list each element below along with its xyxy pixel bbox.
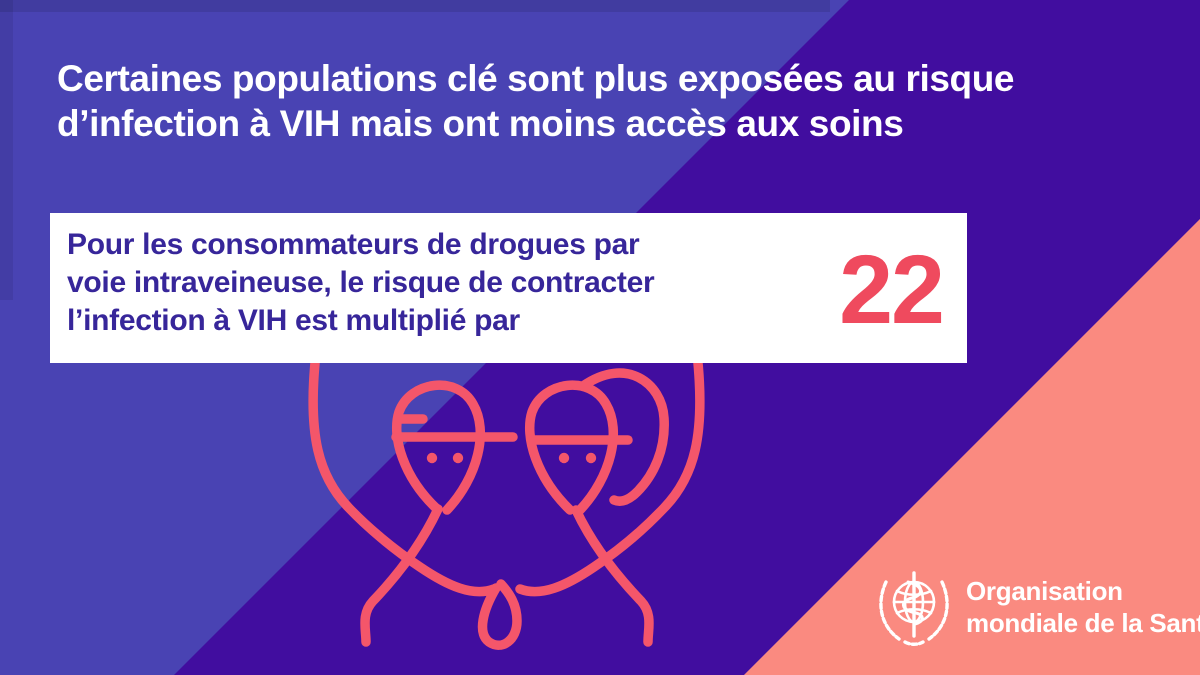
- left-head-line: [391, 380, 486, 515]
- wreath-bottom: [903, 640, 925, 646]
- headline-line-1: Certaines populations clé sont plus expo…: [57, 58, 1015, 99]
- stat-text-line-1: Pour les consommateurs de drogues par: [67, 228, 640, 261]
- left-eye-left: [426, 452, 438, 464]
- center-loop-line: [477, 579, 522, 650]
- headline: Certaines populations clé sont plus expo…: [57, 56, 1177, 146]
- background-salmon-triangle: [744, 219, 1200, 675]
- top-edge-shade: [0, 0, 830, 12]
- who-emblem-icon: [879, 571, 949, 646]
- left-edge-shade: [0, 0, 13, 300]
- stat-box: Pour les consommateurs de drogues par vo…: [50, 213, 967, 363]
- wreath-left: [879, 580, 901, 641]
- who-logo-line-1: Organisation: [966, 576, 1123, 606]
- who-logo: Organisation mondiale de la Santé: [872, 566, 1200, 650]
- left-eye-right: [452, 452, 464, 464]
- wreath-right: [927, 580, 949, 641]
- right-eye-left: [558, 452, 570, 464]
- left-arm-line: [308, 348, 499, 597]
- left-body-line: [360, 504, 443, 647]
- who-logo-text: Organisation mondiale de la Santé: [966, 575, 1200, 639]
- right-arm-line: [515, 348, 705, 597]
- headline-line-2: d’infection à VIH mais ont moins accès a…: [57, 103, 904, 144]
- right-eye-right: [585, 452, 597, 464]
- right-head-line: [524, 380, 619, 515]
- ponytail-line: [578, 368, 669, 506]
- right-body-line: [571, 505, 654, 647]
- asclepius-snake: [902, 580, 924, 626]
- who-logo-line-2: mondiale de la Santé: [966, 608, 1200, 638]
- stat-value: 22: [839, 235, 945, 344]
- stat-text-line-2: voie intraveineuse, le risque de contrac…: [67, 266, 655, 299]
- stat-text-line-3: l’infection à VIH est multiplié par: [67, 304, 520, 337]
- stat-box-text: Pour les consommateurs de drogues par vo…: [67, 226, 857, 340]
